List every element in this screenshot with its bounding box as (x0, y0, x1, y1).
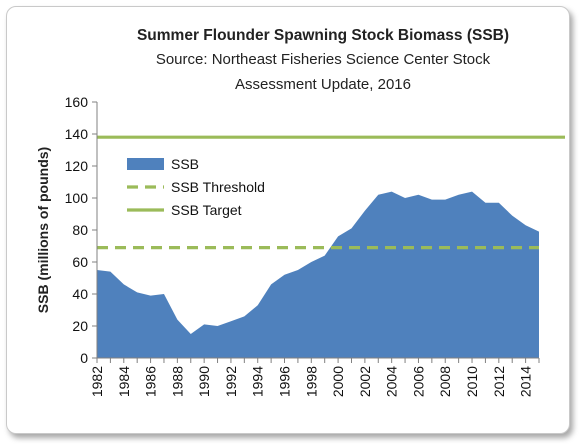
x-tick-label: 1990 (196, 366, 212, 397)
chart-subtitle-line-2: Assessment Update, 2016 (235, 76, 411, 93)
y-tick-label: 40 (72, 286, 88, 302)
x-tick-label: 2014 (518, 366, 534, 397)
y-tick-label: 100 (65, 190, 89, 206)
legend-label: SSB (171, 156, 199, 172)
chart-title: Summer Flounder Spawning Stock Biomass (… (137, 27, 509, 44)
legend-swatch-ssb (127, 158, 164, 170)
y-tick-label: 120 (65, 158, 89, 174)
x-tick-label: 1998 (303, 366, 319, 397)
legend-label: SSB Target (171, 202, 242, 218)
x-tick-label: 1988 (169, 366, 185, 397)
x-tick-label: 2000 (330, 366, 346, 397)
x-tick-label: 1986 (143, 366, 159, 397)
x-tick-label: 2010 (464, 366, 480, 397)
x-tick-label: 2012 (491, 366, 507, 397)
ssb-area (97, 191, 539, 358)
x-tick-label: 2004 (384, 366, 400, 397)
y-tick-label: 20 (72, 318, 88, 334)
x-tick-label: 1982 (89, 366, 105, 397)
y-tick-label: 140 (65, 126, 89, 142)
y-tick-label: 160 (65, 94, 89, 110)
x-tick-label: 1984 (116, 366, 132, 397)
y-tick-label: 0 (80, 350, 88, 366)
x-tick-label: 2006 (410, 366, 426, 397)
x-tick-label: 1996 (277, 366, 293, 397)
x-tick-label: 1994 (250, 366, 266, 397)
x-tick-label: 2002 (357, 366, 373, 397)
y-tick-label: 80 (72, 222, 88, 238)
x-tick-label: 2008 (437, 366, 453, 397)
legend-label: SSB Threshold (171, 179, 265, 195)
chart-subtitle-line-1: Source: Northeast Fisheries Science Cent… (156, 51, 491, 68)
y-axis-label: SSB (millions of pounds) (35, 147, 51, 313)
y-tick-label: 60 (72, 254, 88, 270)
x-tick-label: 1992 (223, 366, 239, 397)
